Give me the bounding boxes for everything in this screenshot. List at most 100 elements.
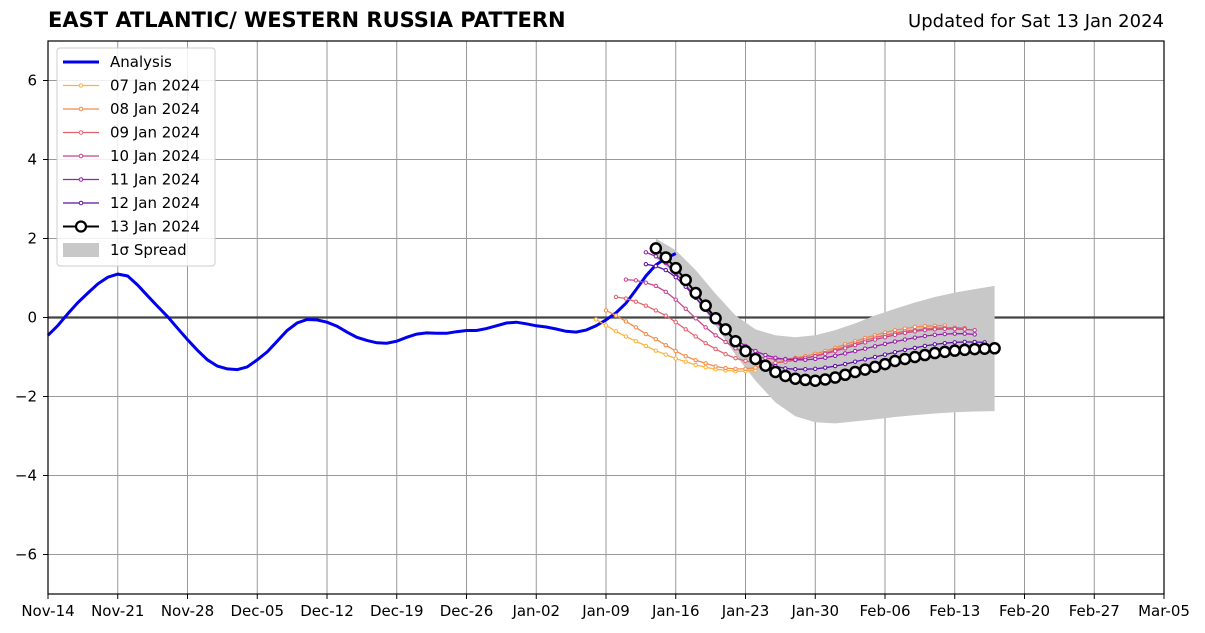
data-point [908,350,922,364]
legend-entry: 13 Jan 2024 [63,218,200,236]
x-tick-label: Jan-16 [651,602,700,620]
legend-entry: 1σ Spread [63,241,187,259]
data-point [653,308,659,313]
data-point [902,337,908,342]
data-point [848,365,862,379]
x-tick-label: Feb-27 [1069,602,1120,620]
x-tick-label: Nov-28 [161,602,214,620]
data-point [942,326,947,332]
data-point [773,355,778,360]
data-point [663,342,668,348]
x-tick-label: Nov-14 [21,602,74,620]
legend-label: 09 Jan 2024 [110,124,200,142]
data-point [803,367,808,372]
data-point [703,365,708,370]
data-point [643,250,649,255]
legend-label: 13 Jan 2024 [110,218,200,236]
data-point [713,364,718,369]
data-point [623,319,629,324]
data-point [838,368,852,382]
data-point [823,355,828,360]
x-tick-label: Jan-09 [581,602,630,620]
data-point [832,348,838,354]
data-point [739,344,752,358]
data-point [743,358,748,364]
data-point [952,331,957,336]
data-point [703,325,708,330]
data-point [988,342,1001,355]
x-tick-label: Feb-13 [929,602,980,620]
data-point [852,342,858,348]
data-point [693,357,698,363]
data-point [699,299,712,312]
legend-marker [78,130,84,135]
data-point [663,289,668,295]
y-tick-label: −2 [15,388,37,406]
data-point [809,374,822,387]
legend-label: 08 Jan 2024 [110,100,200,118]
data-point [968,342,981,356]
data-point [643,261,649,267]
x-tick-label: Dec-12 [300,602,354,620]
data-point [723,352,728,357]
data-point [673,356,678,361]
data-point [858,363,872,376]
legend-entry: 11 Jan 2024 [63,171,200,189]
data-point [872,354,878,360]
data-point [882,335,888,340]
data-point [948,344,961,357]
data-point [663,267,668,273]
y-tick-label: −6 [15,546,37,564]
data-point [693,362,698,368]
x-tick-label: Nov-21 [91,602,144,620]
data-point [603,308,609,313]
data-point [932,342,938,347]
data-point [713,333,718,338]
data-point [729,334,742,348]
y-tick-label: 0 [27,309,37,327]
data-point [912,335,918,340]
updated-date: Updated for Sat 13 Jan 2024 [908,11,1164,32]
data-point [683,327,688,332]
data-point [669,261,682,275]
data-point [898,352,912,366]
data-point [842,361,848,367]
data-point [733,366,738,372]
data-point [922,333,928,339]
data-point [932,332,938,338]
data-point [749,352,762,366]
legend: Analysis 07 Jan 2024 08 Jan 2024 09 Jan 202… [56,47,216,267]
data-point [673,297,678,302]
data-point [942,340,947,346]
data-point [679,273,692,287]
x-tick-label: Dec-19 [370,602,424,620]
data-point [613,329,619,334]
data-point [693,316,698,321]
data-point [942,331,947,337]
y-tick-label: 6 [27,72,37,90]
legend-label: 12 Jan 2024 [110,194,200,212]
y-tick-label: −4 [15,467,37,485]
data-point [759,359,772,372]
data-point [938,345,952,359]
data-point [862,346,868,351]
legend-entry: 09 Jan 2024 [63,124,200,142]
axes: Nov-14 Nov-21 Nov-28 Dec-05 Dec-12 Dec-19 Dec-… [15,40,1190,620]
data-point [878,357,892,371]
data-point [842,346,848,351]
data-point [623,334,629,339]
data-point [912,329,918,334]
data-point [643,331,649,337]
x-tick-label: Jan-23 [721,602,770,620]
data-point [723,365,728,371]
legend-marker [74,220,88,233]
data-point [882,352,888,357]
legend-entry: Analysis [63,53,172,71]
data-point [872,337,878,342]
legend-marker [78,106,84,112]
legend-label: Analysis [110,53,172,71]
data-point [799,373,812,387]
data-point [703,361,708,366]
data-point [633,299,639,304]
